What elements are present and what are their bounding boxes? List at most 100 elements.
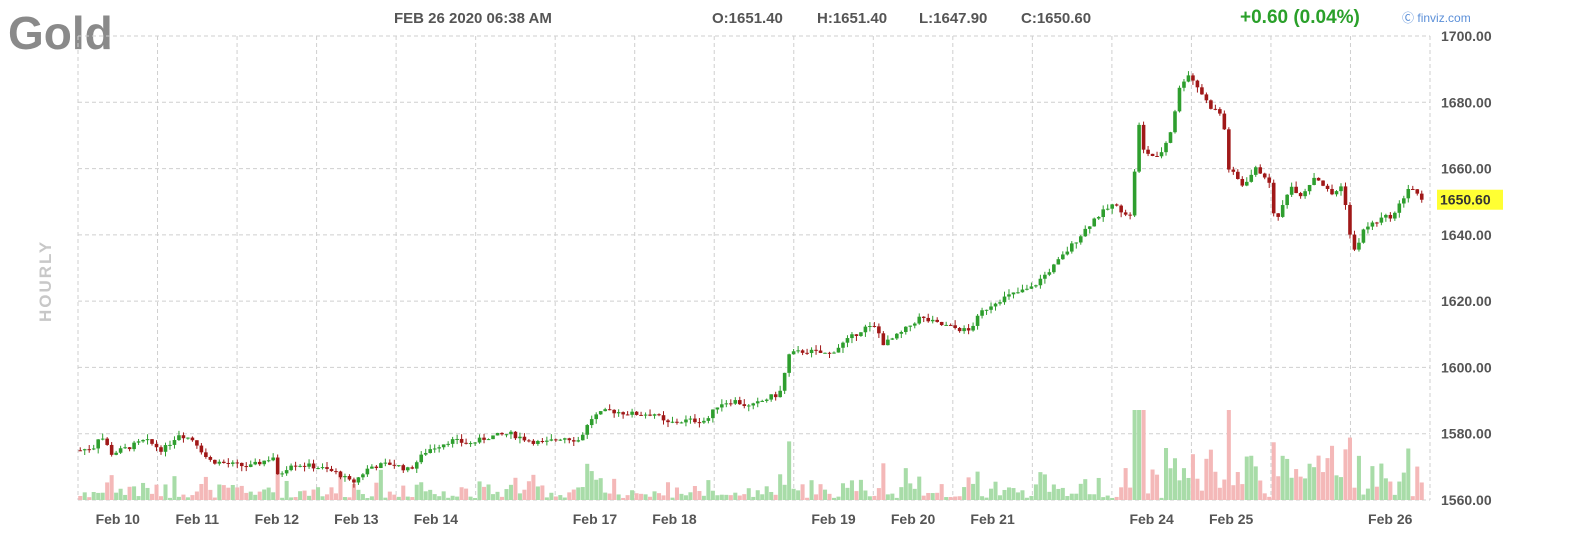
candle-body [136, 441, 141, 443]
volume-bar [1294, 469, 1299, 500]
candle-body [984, 309, 989, 311]
candle-body [365, 468, 370, 475]
volume-bar [1092, 494, 1097, 500]
candle-body [1065, 251, 1070, 255]
volume-bar [580, 487, 585, 500]
candle-body [1034, 285, 1038, 287]
candle-body [823, 352, 827, 354]
candle-body [1236, 171, 1240, 179]
volume-bar [329, 487, 334, 500]
volume-bar [683, 495, 688, 500]
candle-body [280, 473, 284, 475]
volume-bar [930, 493, 935, 500]
volume-bar [437, 496, 442, 500]
volume-bar [203, 476, 208, 500]
y-tick-label: 1680.00 [1441, 94, 1492, 110]
candle-body [589, 419, 594, 426]
candle-body [1025, 288, 1029, 290]
open-value: O:1651.40 [712, 10, 783, 27]
candle-body [1289, 186, 1294, 195]
low-value: L:1647.90 [919, 10, 988, 27]
candle-body [1240, 178, 1245, 186]
candle-body [132, 442, 136, 450]
volume-bar [805, 497, 810, 500]
candle-body [244, 466, 249, 468]
volume-bar [1087, 494, 1092, 500]
candle-body [769, 394, 773, 400]
volume-bar [872, 495, 877, 500]
candle-body [962, 328, 966, 332]
candle-body [711, 409, 715, 419]
volume-bar [468, 496, 473, 500]
volume-bar [962, 487, 967, 500]
candle-body [957, 328, 962, 332]
volume-bar [715, 495, 720, 500]
candle-body [1123, 212, 1128, 215]
candle-body [1262, 173, 1267, 178]
candle-body [675, 421, 679, 423]
candle-body [464, 442, 468, 444]
candle-body [639, 414, 643, 416]
volume-bar [141, 482, 146, 500]
y-tick-label: 1620.00 [1441, 293, 1492, 309]
candle-body [737, 400, 742, 405]
candle-body [724, 403, 729, 405]
volume-bar [544, 497, 549, 500]
candle-body [1253, 167, 1258, 175]
volume-bar [939, 484, 944, 500]
candle-body [1141, 124, 1146, 150]
candle-body [576, 440, 581, 442]
candle-body [1397, 203, 1402, 213]
brand-link[interactable]: Ⓒ finviz.com [1402, 9, 1471, 26]
candle-body [625, 414, 630, 416]
candle-body [980, 310, 984, 316]
candle-body [1182, 81, 1186, 88]
volume-bar [1316, 455, 1321, 500]
candle-body [1128, 214, 1132, 216]
volume-bar [132, 486, 137, 500]
candle-body [1213, 108, 1218, 110]
candle-body [554, 439, 558, 441]
candle-body [1105, 208, 1110, 210]
volume-bar [899, 487, 904, 500]
candle-body [868, 326, 872, 328]
candle-body [643, 414, 648, 416]
candle-body [513, 431, 518, 439]
candle-body [1339, 186, 1343, 192]
volume-bar [235, 487, 240, 500]
volume-bar [1419, 482, 1424, 500]
volume-bar [1155, 474, 1160, 500]
candle-body [1402, 198, 1406, 204]
volume-bar [1307, 463, 1312, 500]
volume-bar [293, 497, 298, 500]
volume-bar [324, 494, 330, 500]
volume-bar [791, 488, 796, 500]
volume-bar [176, 496, 181, 500]
candle-body [293, 465, 298, 467]
volume-bar [253, 494, 258, 500]
volume-bar [280, 497, 285, 500]
candle-body [567, 438, 572, 441]
volume-bar [616, 494, 621, 500]
volume-bar [1123, 468, 1128, 500]
volume-bar [1146, 493, 1151, 500]
volume-bar [1177, 480, 1182, 500]
volume-bar [755, 490, 760, 500]
candle-body [1083, 228, 1088, 237]
volume-bar [1343, 449, 1348, 500]
candle-body [787, 354, 791, 373]
candle-body [1002, 296, 1007, 303]
y-tick-label: 1640.00 [1441, 227, 1492, 243]
candle-body [1325, 185, 1330, 189]
volume-bar [679, 493, 684, 500]
volume-bar [446, 497, 451, 500]
volume-bar [1401, 472, 1406, 500]
volume-bar [1383, 478, 1388, 500]
candle-body [764, 399, 769, 401]
candle-body [580, 434, 585, 441]
candle-body [204, 452, 208, 457]
volume-bar [1253, 466, 1258, 500]
candle-body [571, 440, 576, 442]
candle-body [1222, 113, 1227, 130]
volume-bar [867, 496, 872, 500]
